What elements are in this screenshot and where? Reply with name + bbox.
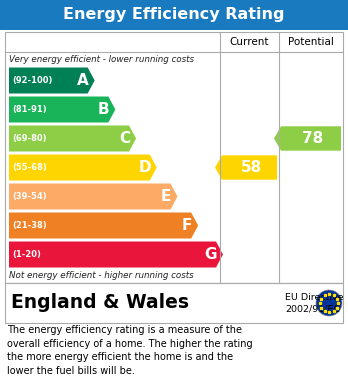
Polygon shape bbox=[9, 242, 223, 267]
Text: (92-100): (92-100) bbox=[12, 76, 53, 85]
Text: (69-80): (69-80) bbox=[12, 134, 47, 143]
Polygon shape bbox=[274, 126, 341, 151]
Polygon shape bbox=[9, 154, 157, 181]
Text: 58: 58 bbox=[241, 160, 262, 175]
Text: (21-38): (21-38) bbox=[12, 221, 47, 230]
Text: Very energy efficient - lower running costs: Very energy efficient - lower running co… bbox=[9, 54, 194, 63]
Polygon shape bbox=[9, 126, 136, 151]
Text: (39-54): (39-54) bbox=[12, 192, 47, 201]
Circle shape bbox=[316, 290, 342, 316]
Polygon shape bbox=[9, 68, 95, 93]
Bar bbox=[0, 0, 348, 30]
Text: 78: 78 bbox=[302, 131, 324, 146]
Text: Energy Efficiency Rating: Energy Efficiency Rating bbox=[63, 7, 285, 23]
Text: C: C bbox=[119, 131, 130, 146]
Text: F: F bbox=[182, 218, 192, 233]
Polygon shape bbox=[9, 183, 177, 210]
Text: Current: Current bbox=[230, 37, 269, 47]
Text: EU Directive
2002/91/EC: EU Directive 2002/91/EC bbox=[285, 292, 343, 314]
Text: The energy efficiency rating is a measure of the
overall efficiency of a home. T: The energy efficiency rating is a measur… bbox=[7, 325, 253, 376]
Text: (81-91): (81-91) bbox=[12, 105, 47, 114]
Text: A: A bbox=[77, 73, 89, 88]
Text: Potential: Potential bbox=[288, 37, 334, 47]
Polygon shape bbox=[9, 97, 115, 122]
Text: E: E bbox=[161, 189, 172, 204]
Text: D: D bbox=[138, 160, 151, 175]
Text: (55-68): (55-68) bbox=[12, 163, 47, 172]
Text: (1-20): (1-20) bbox=[12, 250, 41, 259]
Bar bbox=[5, 32, 343, 283]
Bar bbox=[5, 283, 343, 323]
Text: Not energy efficient - higher running costs: Not energy efficient - higher running co… bbox=[9, 271, 193, 280]
Text: G: G bbox=[205, 247, 217, 262]
Text: England & Wales: England & Wales bbox=[11, 294, 189, 312]
Polygon shape bbox=[9, 212, 198, 239]
Polygon shape bbox=[215, 155, 277, 180]
Text: B: B bbox=[98, 102, 109, 117]
